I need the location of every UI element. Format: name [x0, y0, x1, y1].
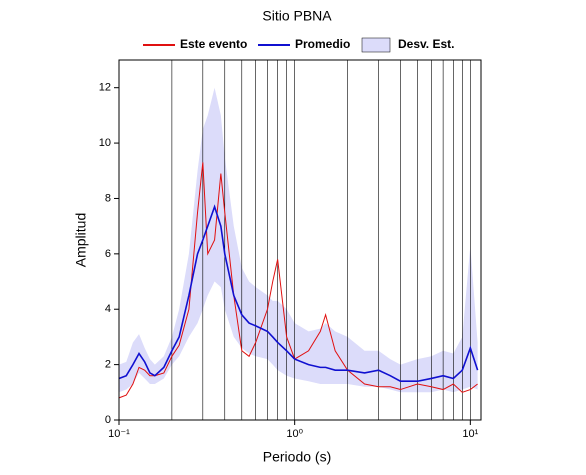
y-tick-label: 6 [105, 248, 111, 260]
y-tick-label: 0 [105, 414, 111, 426]
legend-label: Promedio [295, 37, 350, 51]
y-tick-label: 4 [105, 303, 111, 315]
y-tick-label: 8 [105, 192, 111, 204]
x-tick-label: 10⁻¹ [108, 428, 130, 440]
legend-swatch [361, 37, 391, 53]
y-tick-label: 12 [99, 82, 111, 94]
x-axis-label: Periodo (s) [263, 449, 331, 465]
y-axis-label: Amplitud [73, 213, 89, 267]
x-tick-label: 10¹ [462, 428, 478, 440]
y-tick-label: 10 [99, 137, 111, 149]
series-line [118, 162, 478, 399]
std-band [119, 87, 478, 393]
legend-label: Este evento [180, 37, 247, 51]
chart-title: Sitio PBNA [262, 8, 332, 24]
y-tick-label: 2 [105, 359, 111, 371]
series-line [118, 204, 479, 383]
x-tick-label: 10⁰ [286, 428, 303, 440]
plot-frame [118, 59, 482, 421]
legend-label: Desv. Est. [398, 37, 454, 51]
